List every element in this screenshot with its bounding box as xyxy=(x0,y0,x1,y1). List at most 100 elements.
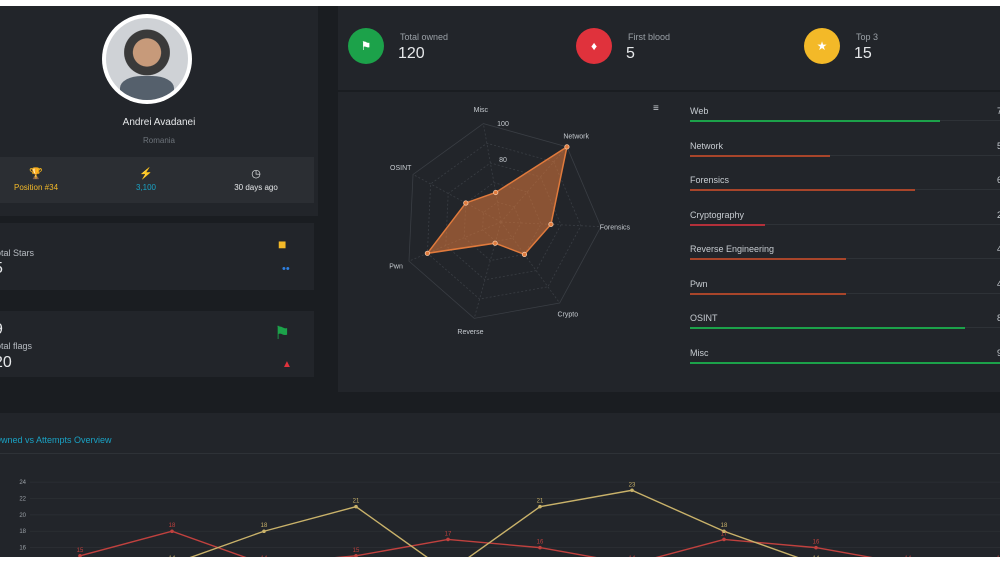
category-bar-fill xyxy=(690,292,846,295)
series-point[interactable] xyxy=(630,488,634,493)
category-bar-fill xyxy=(690,258,846,260)
radar-axis-label: Crypto xyxy=(558,311,579,318)
profile-country: Romania xyxy=(142,136,175,145)
category-row[interactable]: Web 7 xyxy=(690,106,1000,136)
series-point[interactable] xyxy=(722,537,726,542)
category-value: 5 xyxy=(996,140,1000,151)
data-label: 23 xyxy=(629,482,636,488)
radar-axis-label: Pwn xyxy=(389,264,403,271)
radar-point[interactable] xyxy=(493,189,499,196)
flag-icon: ⚑ xyxy=(348,28,384,64)
radar-point[interactable] xyxy=(492,240,498,246)
skills-card: Network Forensics Crypto Reverse Pwn OSINT Mis… xyxy=(338,92,1000,392)
data-label: 16 xyxy=(537,540,544,546)
data-label: 14 xyxy=(997,556,1000,557)
y-tick-label: 24 xyxy=(19,480,26,486)
position-stat: 🏆 Position #34 xyxy=(0,167,86,192)
data-label: 18 xyxy=(261,523,268,529)
alert-icon: ▲ xyxy=(282,359,292,370)
last-active-stat: ◷ 30 days ago xyxy=(206,167,306,192)
category-name: Web xyxy=(690,106,709,116)
radar-grid-ring xyxy=(445,162,562,281)
category-bar-fill xyxy=(690,154,831,157)
bolt-icon: ⚡ xyxy=(139,168,153,180)
overview-divider xyxy=(0,453,1000,454)
y-tick-label: 16 xyxy=(19,546,26,552)
data-label: 14 xyxy=(261,556,268,557)
series-point[interactable] xyxy=(814,545,818,550)
ribbon-icon: ■ xyxy=(278,236,287,252)
footprints-icon: •• xyxy=(282,263,290,275)
y-tick-label: 18 xyxy=(19,529,26,535)
trophy-icon: 🏆 xyxy=(29,168,43,180)
total-stars-card: otal Stars 5 ■ •• xyxy=(0,223,314,290)
radar-point[interactable] xyxy=(548,221,554,227)
category-name: Forensics xyxy=(690,175,730,185)
avatar[interactable] xyxy=(102,14,192,104)
blood-drop-icon: ♦ xyxy=(576,28,612,64)
data-label: 15 xyxy=(353,548,360,554)
series-point[interactable] xyxy=(446,537,450,542)
series-line xyxy=(189,489,799,557)
radar-axis-label: OSINT xyxy=(390,165,412,172)
category-value: 6 xyxy=(996,175,1000,185)
series-point[interactable] xyxy=(354,504,358,509)
data-label: 14 xyxy=(629,556,636,557)
radar-axis-label: Misc xyxy=(474,107,489,114)
category-row[interactable]: Misc 9 xyxy=(690,348,1000,378)
first-blood-value: 5 xyxy=(626,45,635,62)
category-row[interactable]: Forensics 6 xyxy=(690,175,1000,205)
radar-point[interactable] xyxy=(521,251,528,258)
category-name: Cryptography xyxy=(690,209,745,220)
overview-card: Owned vs Attempts Overview 24 22 20 18 16 14 1… xyxy=(0,413,1000,557)
data-label: 14 xyxy=(905,556,912,557)
category-bar-track xyxy=(690,154,1000,156)
skills-radar-chart: Network Forensics Crypto Reverse Pwn OSINT Mis… xyxy=(389,107,630,336)
category-row[interactable]: Network 5 xyxy=(690,141,1000,171)
data-label: 18 xyxy=(169,523,176,529)
category-row[interactable]: OSINT 8 xyxy=(690,313,1000,343)
category-row[interactable]: Cryptography 2 xyxy=(690,210,1000,240)
last-active-label: 30 days ago xyxy=(234,183,278,192)
chart-menu-icon[interactable]: ≡ xyxy=(653,103,659,114)
dashboard: Andrei Avadanei Romania 🏆 Position #34 ⚡… xyxy=(0,6,1000,557)
series-point[interactable] xyxy=(78,554,82,557)
checkered-flag-icon: ⚑ xyxy=(274,323,291,343)
profile-card: Andrei Avadanei Romania 🏆 Position #34 ⚡… xyxy=(0,6,318,216)
series-point[interactable] xyxy=(262,529,266,534)
category-row[interactable]: Reverse Engineering 4 xyxy=(690,244,1000,274)
category-name: OSINT xyxy=(690,313,718,323)
clock-icon: ◷ xyxy=(251,168,261,180)
radar-point[interactable] xyxy=(463,200,469,206)
radar-point[interactable] xyxy=(424,250,430,256)
category-bar-fill xyxy=(690,327,965,329)
data-label: 15 xyxy=(77,548,84,554)
category-bar-fill xyxy=(690,189,915,191)
data-label: 14 xyxy=(169,556,176,557)
first-blood-label: First blood xyxy=(628,32,671,42)
data-label: 21 xyxy=(353,499,360,505)
series-point[interactable] xyxy=(722,529,726,534)
category-value: 7 xyxy=(996,106,1000,116)
radar-axis-label: Reverse xyxy=(457,329,483,336)
series-point[interactable] xyxy=(538,545,542,550)
category-value: 8 xyxy=(996,313,1000,323)
series-point[interactable] xyxy=(354,554,358,557)
category-bar-fill xyxy=(690,361,1000,364)
total-owned-label: Total owned xyxy=(400,32,449,42)
category-value: 4 xyxy=(996,244,1000,254)
series-point[interactable] xyxy=(170,529,174,534)
overview-title: Owned vs Attempts Overview xyxy=(0,435,112,445)
flags-bottom-value: 20 xyxy=(0,354,12,371)
radar-scale-label: 100 xyxy=(497,121,509,128)
data-label: 17 xyxy=(721,531,728,537)
category-row[interactable]: Pwn 4 xyxy=(690,279,1000,309)
category-value: 2 xyxy=(996,209,1000,220)
total-flags-card: 9 otal flags 20 ⚑ ▲ xyxy=(0,311,314,377)
series-point[interactable] xyxy=(538,504,542,509)
profile-name: Andrei Avadanei xyxy=(122,117,196,128)
category-name: Reverse Engineering xyxy=(690,244,775,254)
radar-axis-label: Network xyxy=(563,133,589,140)
radar-area xyxy=(425,145,569,256)
radar-point[interactable] xyxy=(564,144,570,150)
